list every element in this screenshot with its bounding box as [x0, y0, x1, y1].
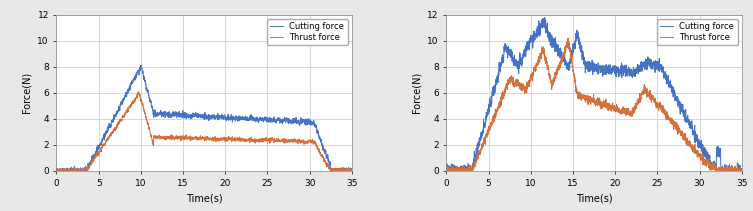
Cutting force — [159, 115, 168, 118]
Cutting force — [737, 167, 746, 170]
Cutting force — [442, 168, 451, 171]
Cutting force — [549, 43, 558, 46]
Thrust force — [114, 123, 123, 125]
Cutting force — [617, 76, 626, 79]
Cutting force — [445, 170, 454, 172]
Cutting force — [53, 170, 62, 172]
Cutting force — [191, 114, 200, 117]
Cutting force — [114, 110, 123, 112]
Cutting force — [227, 116, 236, 118]
Cutting force — [347, 170, 356, 172]
Cutting force — [136, 64, 145, 66]
Thrust force — [564, 37, 573, 39]
Thrust force — [444, 170, 453, 172]
Cutting force — [540, 16, 549, 19]
Thrust force — [442, 166, 451, 169]
Thrust force — [347, 169, 356, 172]
Thrust force — [715, 169, 724, 171]
Line: Cutting force: Cutting force — [56, 65, 352, 171]
Line: Thrust force: Thrust force — [447, 38, 742, 171]
Thrust force — [617, 112, 626, 115]
Thrust force — [52, 169, 61, 172]
Y-axis label: Force(N): Force(N) — [412, 72, 422, 114]
Y-axis label: Force(N): Force(N) — [22, 72, 32, 114]
Thrust force — [504, 83, 513, 85]
Thrust force — [737, 169, 746, 172]
Thrust force — [56, 170, 66, 172]
Cutting force — [630, 73, 639, 76]
Cutting force — [52, 169, 61, 172]
Cutting force — [239, 116, 248, 118]
Line: Cutting force: Cutting force — [447, 18, 742, 171]
Cutting force — [325, 162, 334, 165]
Cutting force — [581, 64, 590, 66]
Thrust force — [227, 139, 236, 141]
Line: Thrust force: Thrust force — [56, 92, 352, 171]
Thrust force — [191, 138, 200, 141]
X-axis label: Time(s): Time(s) — [186, 193, 222, 203]
Thrust force — [325, 166, 334, 169]
X-axis label: Time(s): Time(s) — [576, 193, 612, 203]
Legend: Cutting force, Thrust force: Cutting force, Thrust force — [267, 19, 348, 45]
Cutting force — [715, 152, 724, 154]
Thrust force — [159, 136, 168, 139]
Thrust force — [239, 141, 248, 143]
Thrust force — [630, 106, 639, 108]
Thrust force — [549, 81, 558, 83]
Cutting force — [504, 48, 513, 50]
Legend: Cutting force, Thrust force: Cutting force, Thrust force — [657, 19, 737, 45]
Thrust force — [581, 96, 590, 99]
Thrust force — [134, 90, 143, 93]
